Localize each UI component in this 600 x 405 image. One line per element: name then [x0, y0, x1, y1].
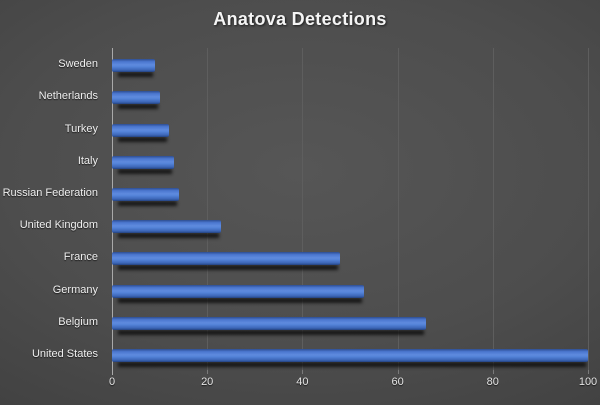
- x-tick-label: 100: [578, 376, 598, 388]
- bar-germany: [112, 284, 365, 298]
- bar-united-states: [112, 348, 588, 362]
- chart-title: Anatova Detections: [213, 9, 387, 29]
- category-label: Sweden: [58, 58, 98, 71]
- gridline: [588, 48, 589, 370]
- x-tick-label: 20: [201, 376, 214, 388]
- category-label: France: [63, 251, 98, 264]
- category-label: Turkey: [64, 122, 98, 135]
- bar-netherlands: [112, 91, 160, 105]
- bar-row: [112, 241, 588, 273]
- x-tick-label: 40: [296, 376, 309, 388]
- x-axis-tick-labels: 0 20 40 60 80 100: [108, 376, 597, 392]
- axis-tick: [302, 370, 304, 374]
- bar-rows: [112, 48, 588, 370]
- bar-row: [112, 112, 588, 144]
- bar-sweden: [112, 59, 155, 73]
- category-label: United Kingdom: [19, 219, 98, 232]
- bar-row: [112, 338, 588, 370]
- x-tick-label: 80: [486, 376, 499, 388]
- bar-row: [112, 273, 588, 305]
- bar-belgium: [112, 316, 427, 330]
- bar-russian-federation: [112, 187, 179, 201]
- y-axis-line: [112, 48, 113, 375]
- bar-row: [112, 145, 588, 177]
- gridline: [207, 48, 209, 370]
- bar-row: [112, 209, 588, 241]
- bar-row: [112, 48, 588, 80]
- plot-area: [112, 48, 589, 375]
- gridlines: [112, 48, 589, 375]
- category-label: Netherlands: [38, 90, 98, 103]
- bar-row: [112, 80, 588, 112]
- gridline: [492, 48, 494, 370]
- x-tick-label: 60: [391, 376, 404, 388]
- gridline: [397, 48, 399, 370]
- bar-turkey: [112, 123, 170, 137]
- bar-france: [112, 252, 341, 266]
- category-label: Italy: [77, 154, 98, 167]
- x-tick-label: 0: [108, 376, 116, 388]
- bar-row: [112, 306, 588, 338]
- bar-row: [112, 177, 588, 209]
- axis-tick: [397, 370, 399, 374]
- bar-united-kingdom: [112, 220, 222, 234]
- category-label: Germany: [52, 283, 98, 296]
- axis-tick: [588, 370, 589, 374]
- category-label: Belgium: [58, 315, 98, 328]
- axis-tick: [207, 370, 209, 374]
- bar-italy: [112, 155, 174, 169]
- axis-tick: [492, 370, 494, 374]
- gridline: [302, 48, 304, 370]
- category-label: Russian Federation: [2, 186, 98, 199]
- y-axis-labels: Sweden Netherlands Turkey Italy Russian Fede…: [0, 48, 105, 370]
- category-label: United States: [31, 347, 98, 360]
